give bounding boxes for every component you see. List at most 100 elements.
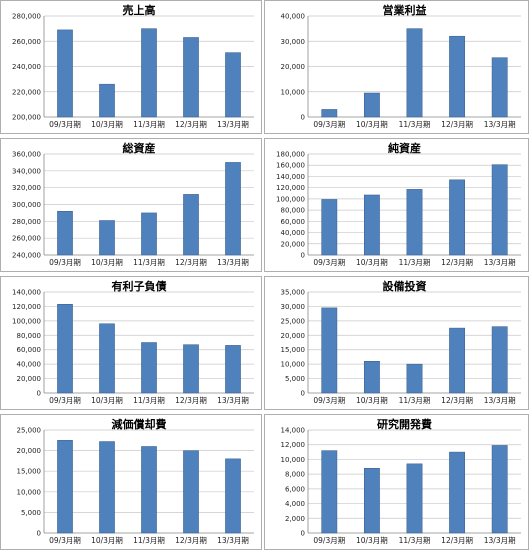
bar-3: [406, 189, 423, 256]
x-tick-label: 10/3月期: [91, 120, 123, 129]
bar-5: [225, 345, 241, 394]
bar-2: [363, 468, 380, 534]
bar-5: [225, 52, 241, 118]
y-tick-label: 0: [37, 530, 41, 538]
x-tick-label: 09/3月期: [313, 258, 345, 267]
bar-2: [99, 323, 115, 394]
bar-2: [363, 194, 380, 256]
x-tick-label: 09/3月期: [313, 120, 345, 129]
x-tick-label: 11/3月期: [133, 120, 165, 129]
chart-title: 有利子負債: [112, 279, 167, 293]
y-tick-label: 80,000: [17, 332, 42, 340]
bar-1: [321, 199, 338, 256]
bar-3: [141, 446, 157, 534]
y-tick-label: 200,000: [12, 114, 41, 122]
chart-7: 減価償却費 0 5,000 10,000 15,000 20,000 25,000 09/3月…: [0, 414, 262, 550]
x-tick-label: 10/3月期: [356, 258, 388, 267]
y-tick-label: 180,000: [276, 151, 305, 159]
x-tick-label: 12/3月期: [175, 258, 207, 267]
y-tick-label: 240,000: [12, 63, 41, 71]
y-tick-label: 0: [301, 114, 305, 122]
bar-1: [321, 450, 338, 534]
y-tick-label: 340,000: [12, 167, 41, 175]
x-tick-label: 09/3月期: [49, 396, 81, 405]
y-tick-label: 160,000: [276, 162, 305, 170]
y-tick-label: 360,000: [12, 151, 41, 159]
y-tick-label: 8,000: [285, 471, 305, 479]
x-tick-label: 10/3月期: [91, 536, 123, 545]
x-tick-label: 09/3月期: [49, 536, 81, 545]
bar-3: [141, 212, 157, 256]
x-tick-label: 12/3月期: [441, 258, 473, 267]
y-tick-label: 40,000: [281, 229, 306, 237]
x-tick-label: 12/3月期: [175, 396, 207, 405]
chart-frame: [264, 138, 529, 272]
y-tick-label: 25,000: [281, 317, 306, 325]
chart-4: 純資産 0 20,000 40,000 60,000 80,000 100,000 120,0…: [264, 138, 529, 272]
y-tick-label: 30,000: [281, 38, 306, 46]
x-tick-label: 09/3月期: [313, 396, 345, 405]
y-tick-label: 20,000: [17, 375, 42, 383]
x-tick-label: 11/3月期: [133, 536, 165, 545]
y-tick-label: 0: [301, 252, 305, 260]
y-tick-label: 6,000: [285, 485, 305, 493]
x-tick-label: 10/3月期: [356, 536, 388, 545]
bar-4: [183, 194, 199, 256]
bar-5: [491, 57, 508, 118]
bar-3: [141, 28, 157, 118]
bar-5: [225, 162, 241, 256]
x-tick-label: 12/3月期: [175, 120, 207, 129]
chart-title: 設備投資: [383, 279, 427, 293]
y-tick-label: 35,000: [281, 289, 306, 297]
bar-5: [225, 458, 241, 534]
y-tick-label: 20,000: [281, 332, 306, 340]
y-tick-label: 30,000: [281, 303, 306, 311]
bar-2: [99, 83, 115, 118]
x-tick-label: 13/3月期: [217, 396, 249, 405]
y-tick-label: 140,000: [12, 289, 41, 297]
y-tick-label: 2,000: [285, 515, 305, 523]
bar-2: [363, 92, 380, 118]
y-tick-label: 100,000: [276, 195, 305, 203]
y-tick-label: 260,000: [12, 38, 41, 46]
y-tick-label: 20,000: [17, 447, 42, 455]
x-tick-label: 09/3月期: [313, 536, 345, 545]
chart-frame: [264, 414, 529, 550]
bar-5: [491, 326, 508, 394]
bar-1: [57, 210, 73, 256]
x-tick-label: 11/3月期: [399, 396, 431, 405]
chart-8: 研究開発費 0 2,000 4,000 6,000 8,000 10,000 12,000 14…: [264, 414, 529, 550]
x-tick-label: 11/3月期: [399, 536, 431, 545]
x-tick-label: 12/3月期: [441, 396, 473, 405]
bar-4: [449, 35, 466, 118]
bar-1: [321, 307, 338, 394]
y-tick-label: 280,000: [12, 13, 41, 21]
y-tick-label: 40,000: [17, 361, 42, 369]
chart-title: 研究開発費: [377, 417, 432, 431]
chart-title: 減価償却費: [112, 417, 167, 431]
x-tick-label: 10/3月期: [356, 120, 388, 129]
bar-1: [321, 109, 338, 118]
y-tick-label: 10,000: [281, 88, 306, 96]
x-tick-label: 13/3月期: [217, 120, 249, 129]
x-tick-label: 09/3月期: [49, 120, 81, 129]
y-tick-label: 320,000: [12, 184, 41, 192]
chart-frame: [264, 276, 529, 410]
x-tick-label: 11/3月期: [133, 396, 165, 405]
x-tick-label: 12/3月期: [175, 536, 207, 545]
y-tick-label: 15,000: [281, 346, 306, 354]
x-tick-label: 13/3月期: [217, 536, 249, 545]
bar-4: [449, 451, 466, 534]
chart-title: 営業利益: [383, 3, 427, 17]
x-tick-label: 10/3月期: [356, 396, 388, 405]
x-tick-label: 09/3月期: [49, 258, 81, 267]
y-tick-label: 25,000: [17, 427, 42, 435]
y-tick-label: 10,000: [281, 361, 306, 369]
chart-5: 有利子負債 0 20,000 40,000 60,000 80,000 100,000 120…: [0, 276, 262, 410]
bar-4: [183, 37, 199, 118]
y-tick-label: 5,000: [285, 375, 305, 383]
x-tick-label: 10/3月期: [91, 258, 123, 267]
bar-4: [183, 344, 199, 394]
bar-4: [183, 450, 199, 534]
y-tick-label: 0: [301, 530, 305, 538]
